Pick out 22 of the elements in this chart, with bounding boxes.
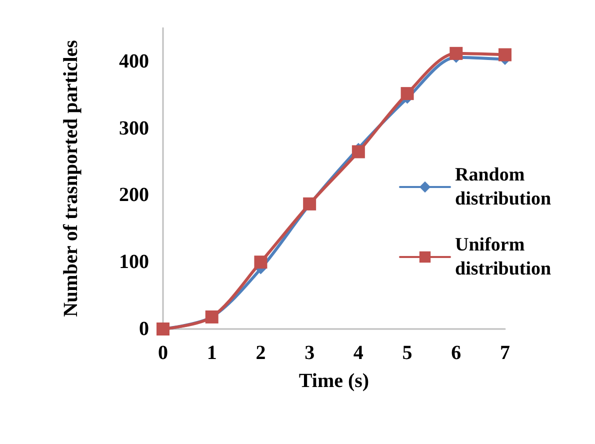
x-tick-label: 4 — [353, 342, 364, 364]
x-tick-label: 6 — [451, 342, 462, 364]
y-tick-label: 300 — [119, 117, 149, 140]
point — [400, 87, 414, 100]
y-axis-title: Number of trasnported particles — [60, 40, 82, 317]
y-tick-label: 400 — [119, 50, 149, 72]
y-tick-label: 0 — [139, 318, 149, 340]
point — [254, 256, 268, 269]
point — [450, 46, 463, 60]
x-tick-label: 3 — [304, 342, 315, 364]
x-tick-label: 0 — [158, 342, 168, 364]
point — [352, 145, 365, 158]
y-tick-label: 100 — [119, 251, 149, 274]
x-tick-label: 5 — [402, 342, 412, 364]
x-tick-label: 7 — [500, 342, 510, 364]
x-tick-label: 1 — [206, 342, 217, 364]
legend-label: Random distribution — [455, 164, 552, 210]
x-tick-label: 2 — [256, 342, 266, 364]
y-tick-label: 200 — [119, 184, 149, 206]
legend-label: Uniform distribution — [455, 234, 552, 280]
x-axis-title: Time (s) — [298, 370, 370, 392]
point — [498, 48, 512, 62]
